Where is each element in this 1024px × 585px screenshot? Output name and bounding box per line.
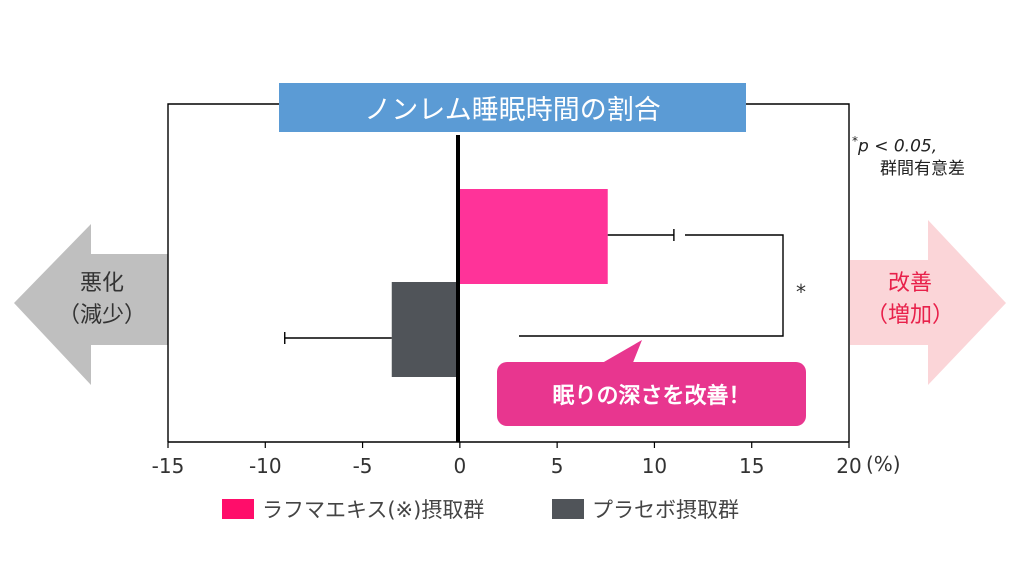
legend-label-rafuma: ラフマエキス(※)摂取群 (262, 498, 485, 522)
x-tick-label: -10 (249, 454, 282, 478)
x-tick-label: 20 (836, 454, 861, 478)
legend-item-rafuma: ラフマエキス(※)摂取群 (222, 496, 484, 522)
legend-swatch-placebo (552, 499, 584, 519)
x-ticks: -15 -10 -5 0 5 10 15 20 (152, 442, 862, 478)
x-tick-label: -5 (353, 454, 373, 478)
significance-marker: * (796, 280, 806, 304)
left-arrow-shape (14, 224, 168, 385)
error-bar-placebo (284, 332, 392, 344)
x-tick-label: 10 (642, 454, 667, 478)
callout-text: 眠りの深さを改善！ (552, 384, 751, 409)
note-asterisk: * (852, 134, 858, 148)
right-arrow-label: 改善 （増加） (850, 268, 970, 332)
bar-rafuma (459, 189, 608, 284)
chart-title: ノンレム睡眠時間の割合 (279, 83, 746, 132)
note-line1: p < 0.05, (858, 136, 938, 157)
right-arrow-line2: （増加） (865, 303, 954, 328)
right-arrow-line1: 改善 (887, 271, 932, 296)
significance-note: *p < 0.05, 群間有意差 (852, 130, 965, 180)
x-tick-label: 0 (453, 454, 466, 478)
error-bar-rafuma (607, 229, 675, 241)
note-line2: 群間有意差 (880, 158, 965, 179)
left-arrow-line2: （減少） (57, 303, 146, 328)
x-tick-label: 15 (739, 454, 764, 478)
left-arrow-label: 悪化 （減少） (44, 268, 160, 332)
callout-box (497, 362, 806, 426)
chart-frame (167, 103, 850, 442)
legend-swatch-rafuma (222, 499, 254, 519)
bars (284, 189, 675, 377)
right-arrow-shape (850, 220, 1006, 385)
left-arrow-line1: 悪化 (79, 271, 124, 296)
x-tick-label: -15 (152, 454, 185, 478)
x-axis-unit: (%) (866, 452, 901, 476)
bar-placebo (391, 282, 460, 377)
legend-label-placebo: プラセボ摂取群 (592, 498, 739, 522)
x-tick-label: 5 (551, 454, 564, 478)
legend-item-placebo: プラセボ摂取群 (552, 496, 739, 522)
significance-bracket (519, 234, 784, 337)
